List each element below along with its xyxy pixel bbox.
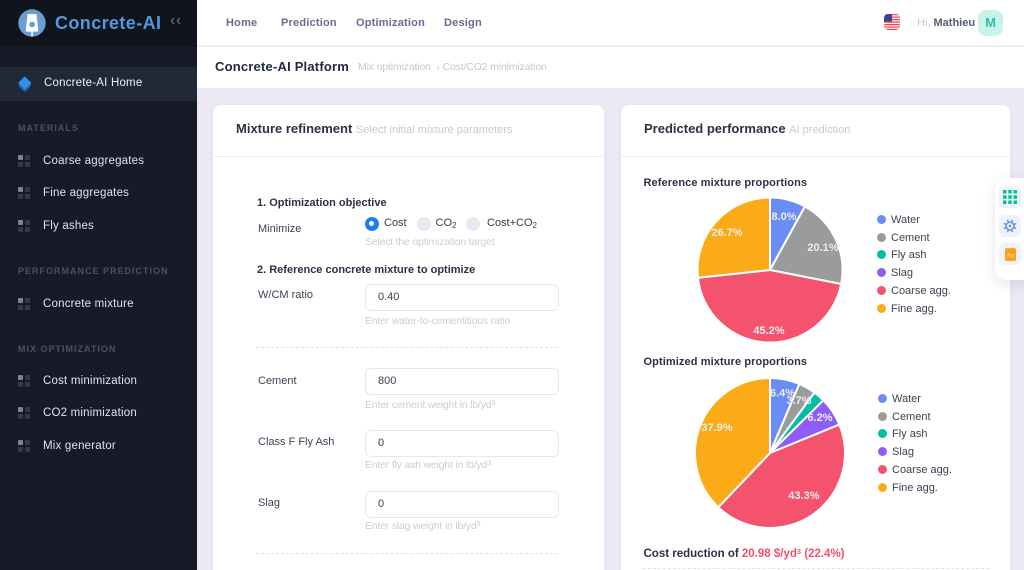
svg-text:Ag: Ag	[1006, 253, 1013, 259]
svg-text:26.7%: 26.7%	[711, 227, 742, 239]
svg-text:8.0%: 8.0%	[771, 211, 796, 223]
svg-text:3.7%: 3.7%	[786, 395, 811, 407]
svg-text:43.3%: 43.3%	[788, 490, 819, 502]
svg-text:20.1%: 20.1%	[807, 242, 838, 254]
svg-text:37.9%: 37.9%	[701, 422, 732, 434]
svg-text:6.4%: 6.4%	[770, 388, 795, 400]
svg-text:6.2%: 6.2%	[807, 412, 832, 424]
svg-text:45.2%: 45.2%	[753, 325, 784, 337]
